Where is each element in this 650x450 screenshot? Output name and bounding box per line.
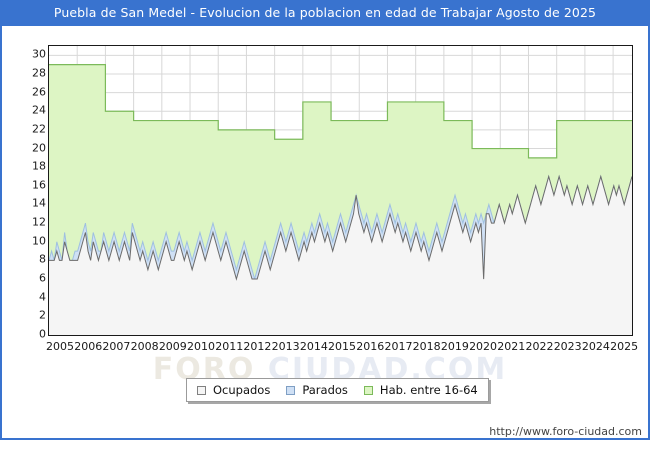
window-title: Puebla de San Medel - Evolucion de la po… <box>0 0 650 26</box>
x-tick-label: 2006 <box>74 340 103 353</box>
y-tick-label: 14 <box>32 196 46 210</box>
y-tick-label: 0 <box>39 327 46 341</box>
y-tick-label: 12 <box>32 215 46 229</box>
x-tick-label: 2013 <box>271 340 300 353</box>
y-tick-label: 8 <box>39 252 46 266</box>
y-tick-label: 26 <box>32 85 46 99</box>
x-tick-label: 2019 <box>440 340 469 353</box>
legend-label: Ocupados <box>213 383 271 397</box>
x-tick-label: 2017 <box>384 340 413 353</box>
y-tick-label: 4 <box>39 290 46 304</box>
y-tick-label: 16 <box>32 178 46 192</box>
legend-label: Hab. entre 16-64 <box>379 383 478 397</box>
chart-legend: Ocupados Parados Hab. entre 16-64 <box>186 378 489 402</box>
x-tick-label: 2015 <box>328 340 357 353</box>
chart-svg <box>49 46 632 335</box>
x-axis-labels: 2005 2006 2007 2008 2009 2010 2011 2012 2013 2014… <box>0 340 650 358</box>
y-tick-label: 10 <box>32 234 46 248</box>
y-tick-label: 30 <box>32 47 46 61</box>
y-axis-labels: 0 2 4 6 8 10 12 14 16 18 20 22 24 26 28 30 <box>0 0 46 450</box>
x-tick-label: 2018 <box>412 340 441 353</box>
legend-swatch-icon <box>197 385 206 395</box>
x-tick-label: 2007 <box>102 340 131 353</box>
legend-swatch-icon <box>286 385 296 395</box>
x-tick-label: 2020 <box>469 340 498 353</box>
y-tick-label: 22 <box>32 122 46 136</box>
y-tick-label: 6 <box>39 271 46 285</box>
legend-label: Parados <box>302 383 348 397</box>
y-tick-label: 2 <box>39 308 46 322</box>
legend-item: Hab. entre 16-64 <box>363 383 478 397</box>
x-tick-label: 2025 <box>610 340 639 353</box>
legend-item: Parados <box>286 383 348 397</box>
x-tick-label: 2024 <box>581 340 610 353</box>
source-url: http://www.foro-ciudad.com <box>489 425 642 438</box>
x-tick-label: 2010 <box>187 340 216 353</box>
legend-item: Ocupados <box>197 383 270 397</box>
y-tick-label: 28 <box>32 66 46 80</box>
x-tick-label: 2022 <box>525 340 554 353</box>
x-tick-label: 2014 <box>299 340 328 353</box>
y-tick-label: 20 <box>32 141 46 155</box>
x-tick-label: 2009 <box>158 340 187 353</box>
y-tick-label: 18 <box>32 159 46 173</box>
series-ocupados <box>49 174 632 335</box>
x-tick-label: 2012 <box>243 340 272 353</box>
x-tick-label: 2005 <box>46 340 74 353</box>
x-tick-label: 2021 <box>497 340 526 353</box>
legend-swatch-icon <box>363 385 373 395</box>
x-tick-label: 2016 <box>356 340 385 353</box>
y-tick-label: 24 <box>32 103 46 117</box>
x-tick-label: 2008 <box>130 340 159 353</box>
plot-area <box>48 45 633 336</box>
x-tick-label: 2011 <box>215 340 244 353</box>
x-tick-label: 2023 <box>553 340 582 353</box>
